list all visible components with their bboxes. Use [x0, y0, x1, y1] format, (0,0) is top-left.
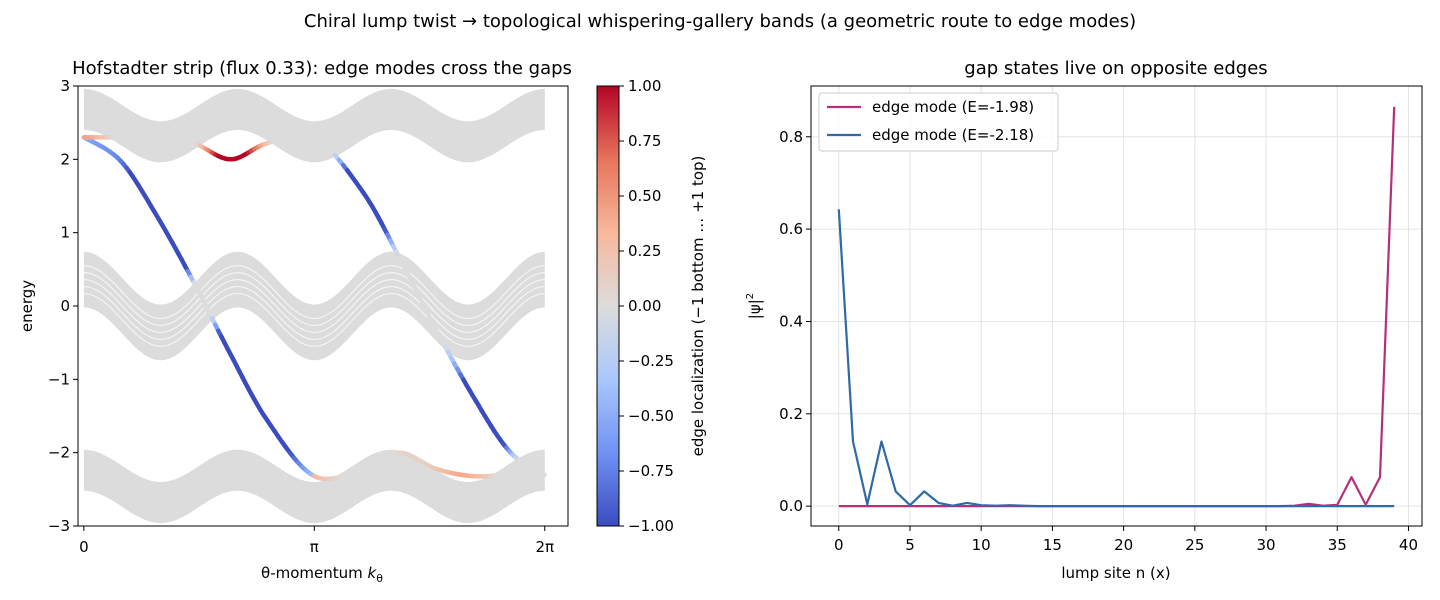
wavefunction-y-tick-label: 0.8 — [779, 128, 803, 146]
bulk-bands — [83, 88, 545, 524]
band-structure-panel: Hofstadter strip (flux 0.33): edge modes… — [18, 58, 572, 585]
colorbar-tick-label: 0.25 — [628, 242, 661, 260]
wavefunction-x-tick-label: 30 — [1256, 536, 1275, 554]
wavefunction-x-tick-label: 15 — [1043, 536, 1062, 554]
bulk-band-line — [83, 272, 545, 326]
band-y-tick-label: 3 — [60, 77, 70, 95]
band-plot-title: Hofstadter strip (flux 0.33): edge modes… — [72, 58, 572, 79]
band-x-axis-label: θ-momentum kθ — [261, 564, 383, 585]
wavefunction-y-tick-label: 0.4 — [779, 312, 803, 330]
bulk-band-2 — [83, 449, 545, 524]
band-y-ticks: −3 −2 −1 0 1 2 3 — [48, 77, 78, 535]
colorbar-tick-label: −0.25 — [628, 352, 674, 370]
wavefunction-x-tick-label: 5 — [905, 536, 915, 554]
band-x-ticks: 0 π 2π — [79, 526, 554, 556]
wavefunction-x-tick-label: 10 — [972, 536, 991, 554]
bulk-band-line — [83, 286, 545, 340]
bulk-band-1 — [83, 251, 545, 361]
wavefunction-grid — [811, 86, 1422, 526]
band-y-axis-label: energy — [18, 280, 36, 332]
wavefunction-series — [837, 106, 1396, 508]
legend-entry-label: edge mode (E=-2.18) — [872, 126, 1034, 144]
colorbar-ticks: 1.00 0.75 0.50 0.25 0.00 −0.25 −0.50 −0.75 −1.00 — [619, 77, 674, 535]
wavefunction-y-tick-label: 0.2 — [779, 405, 803, 423]
wavefunction-x-tick-label: 0 — [834, 536, 844, 554]
colorbar-tick-label: 0.75 — [628, 132, 661, 150]
wavefunction-y-ticks: 0.0 0.2 0.4 0.6 0.8 — [779, 128, 811, 515]
wavefunction-x-tick-label: 35 — [1328, 536, 1347, 554]
edge-mode-curves — [81, 132, 547, 482]
colorbar-tick-label: −0.50 — [628, 407, 674, 425]
band-y-tick-label: −1 — [48, 370, 70, 388]
wavefunction-x-tick-label: 25 — [1185, 536, 1204, 554]
colorbar-tick-label: 0.50 — [628, 187, 661, 205]
band-x-tick-label: π — [310, 538, 319, 556]
band-y-tick-label: 0 — [60, 297, 70, 315]
bulk-band-line — [83, 293, 545, 347]
band-y-tick-label: 1 — [60, 224, 70, 242]
wavefunction-x-ticks: 0 5 10 15 20 25 30 35 40 — [834, 526, 1418, 554]
band-x-tick-label: 0 — [79, 538, 89, 556]
bulk-band-line — [83, 279, 545, 333]
bulk-band-0 — [83, 88, 545, 163]
wavefunction-x-tick-label: 20 — [1114, 536, 1133, 554]
wavefunction-y-axis-label: |ψ|2 — [745, 293, 764, 319]
series-line-1 — [837, 209, 1395, 508]
wavefunction-plot-title: gap states live on opposite edges — [964, 58, 1267, 79]
edge-mode-1-segment — [540, 471, 547, 477]
colorbar-tick-label: 0.00 — [628, 297, 661, 315]
wavefunction-x-tick-label: 40 — [1399, 536, 1418, 554]
colorbar-tick-label: −1.00 — [628, 517, 674, 535]
wavefunction-y-tick-label: 0.0 — [779, 497, 803, 515]
legend-entry-label: edge mode (E=-1.98) — [872, 98, 1034, 116]
colorbar-gradient — [596, 85, 620, 527]
wavefunction-y-tick-label: 0.6 — [779, 220, 803, 238]
colorbar-tick-label: 1.00 — [628, 77, 661, 95]
band-y-tick-label: −2 — [48, 444, 70, 462]
figure-title: Chiral lump twist → topological whisperi… — [304, 11, 1136, 32]
colorbar-label: edge localization (−1 bottom … +1 top) — [689, 156, 707, 457]
colorbar: 1.00 0.75 0.50 0.25 0.00 −0.25 −0.50 −0.75 −1.00… — [596, 77, 707, 535]
legend: edge mode (E=-1.98) edge mode (E=-2.18) — [818, 92, 1059, 152]
colorbar-tick-label: −0.75 — [628, 462, 674, 480]
bulk-band-line — [83, 265, 545, 320]
band-y-tick-label: −3 — [48, 517, 70, 535]
band-y-tick-label: 2 — [60, 150, 70, 168]
wavefunction-x-axis-label: lump site n (x) — [1061, 564, 1170, 582]
wavefunction-plot-frame — [810, 85, 1423, 527]
band-x-tick-label: 2π — [535, 538, 554, 556]
series-line-0 — [838, 106, 1396, 508]
wavefunction-panel: gap states live on opposite edges 0.0 0.2… — [745, 58, 1423, 582]
legend-box — [818, 92, 1059, 152]
